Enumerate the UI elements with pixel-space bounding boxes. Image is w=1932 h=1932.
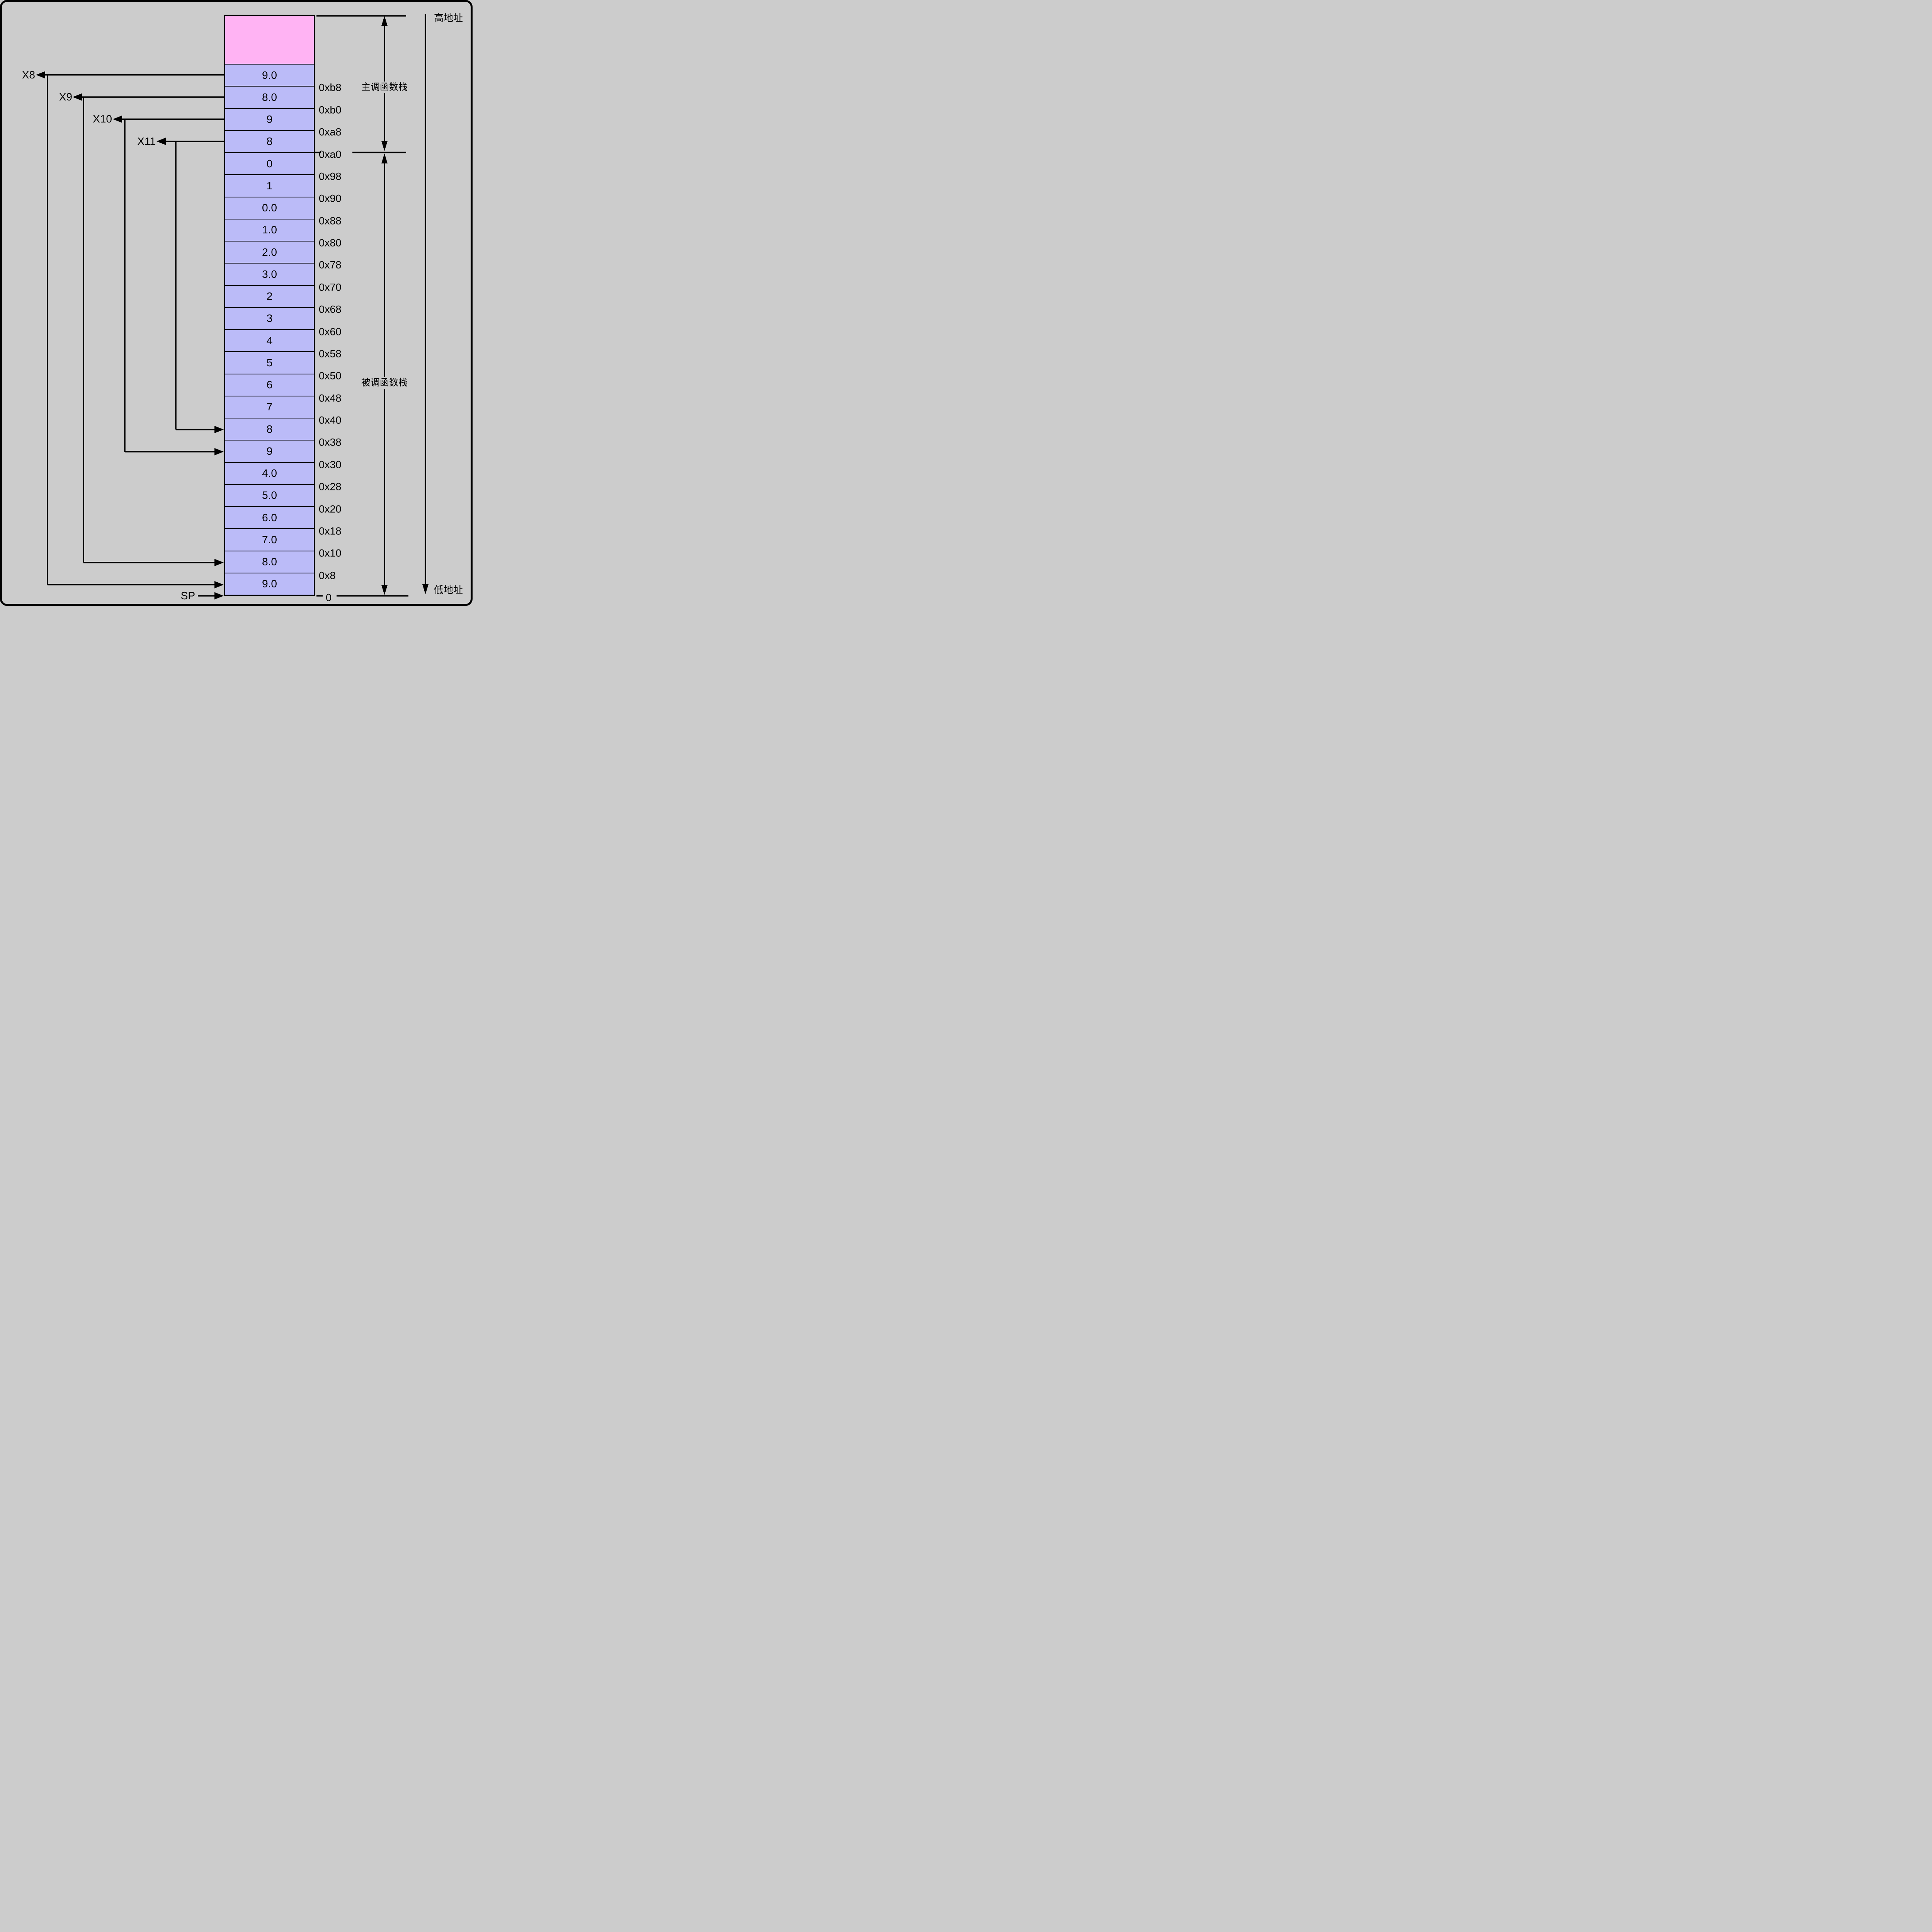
- address-label: 0x18: [319, 525, 342, 537]
- stack-cell: 4: [225, 329, 314, 351]
- callee-stack-label: 被调函数栈: [359, 377, 410, 389]
- address-label: 0xa0: [319, 148, 342, 160]
- stack-cell: 0: [225, 152, 314, 174]
- address-label: 0x58: [319, 348, 342, 360]
- address-label: 0x88: [319, 215, 342, 227]
- stack-cell: 9.0: [225, 64, 314, 86]
- stack-cell: 8: [225, 130, 314, 152]
- address-label: 0xb8: [319, 82, 342, 94]
- address-label: 0x78: [319, 259, 342, 271]
- stack-cell: 9.0: [225, 572, 314, 595]
- sp-arrow: [198, 592, 224, 600]
- stack-cell: 1.0: [225, 218, 314, 241]
- address-label: 0x70: [319, 281, 342, 293]
- address-label: 0xb0: [319, 104, 342, 116]
- address-label: 0x20: [319, 503, 342, 515]
- x8-arrow: [36, 71, 224, 588]
- stack-cell: 1: [225, 174, 314, 196]
- address-label: 0x50: [319, 370, 342, 382]
- address-label: 0x30: [319, 459, 342, 471]
- stack-column: 9.0 8.0 9 8 0 1 0.0 1.0 2.0 3.0 2 3 4 5 6 7 8 9 4.0 5.0 6.0 7…: [224, 15, 315, 596]
- address-label: 0xa8: [319, 126, 342, 138]
- stack-cell: 5: [225, 351, 314, 373]
- stack-cell: 9: [225, 440, 314, 462]
- stack-cell: 6: [225, 373, 314, 396]
- stack-cell: 8.0: [225, 550, 314, 573]
- high-address-label: 高地址: [434, 13, 463, 24]
- stack-cell: 2.0: [225, 241, 314, 263]
- stack-cell: 8.0: [225, 86, 314, 108]
- stack-cell: 2: [225, 285, 314, 307]
- callee-region-arrow: [381, 153, 388, 595]
- address-label: 0x98: [319, 170, 342, 182]
- stack-cell: 3: [225, 307, 314, 329]
- address-label: 0x10: [319, 547, 342, 559]
- stack-cell: 7.0: [225, 528, 314, 550]
- low-address-label: 低地址: [434, 585, 463, 595]
- connector-overlay: [36, 14, 429, 600]
- address-direction-arrow: [422, 14, 429, 594]
- register-label-x8: X8: [22, 68, 35, 81]
- x10-arrow: [113, 115, 224, 456]
- stack-cell: 7: [225, 395, 314, 418]
- address-label: 0x80: [319, 237, 342, 249]
- x11-arrow: [156, 138, 224, 434]
- register-label-x11: X11: [137, 135, 156, 147]
- register-label-x10: X10: [93, 113, 112, 125]
- address-label: 0x60: [319, 326, 342, 337]
- stack-diagram: 9.0 8.0 9 8 0 1 0.0 1.0 2.0 3.0 2 3 4 5 6 7 8 9 4.0 5.0 6.0 7…: [0, 0, 473, 606]
- stack-cell: 8: [225, 418, 314, 440]
- stack-cell: 3.0: [225, 263, 314, 285]
- stack-cell: 9: [225, 108, 314, 130]
- stack-cell: 0.0: [225, 196, 314, 219]
- address-label: 0x8: [319, 570, 336, 582]
- address-label: 0x90: [319, 192, 342, 204]
- address-label: 0x40: [319, 414, 342, 426]
- sp-register-label: SP: [180, 590, 195, 602]
- address-label: 0x28: [319, 481, 342, 493]
- stack-cell: 4.0: [225, 462, 314, 484]
- address-label: 0x38: [319, 436, 342, 448]
- stack-cell: 6.0: [225, 506, 314, 528]
- x9-arrow: [73, 93, 224, 566]
- address-label: 0: [326, 592, 332, 604]
- address-label: 0x48: [319, 392, 342, 404]
- address-label: 0x68: [319, 303, 342, 315]
- reserved-stack-cell: [225, 16, 314, 64]
- stack-cell: 5.0: [225, 484, 314, 506]
- register-label-x9: X9: [59, 91, 72, 103]
- caller-stack-label: 主调函数栈: [359, 82, 410, 93]
